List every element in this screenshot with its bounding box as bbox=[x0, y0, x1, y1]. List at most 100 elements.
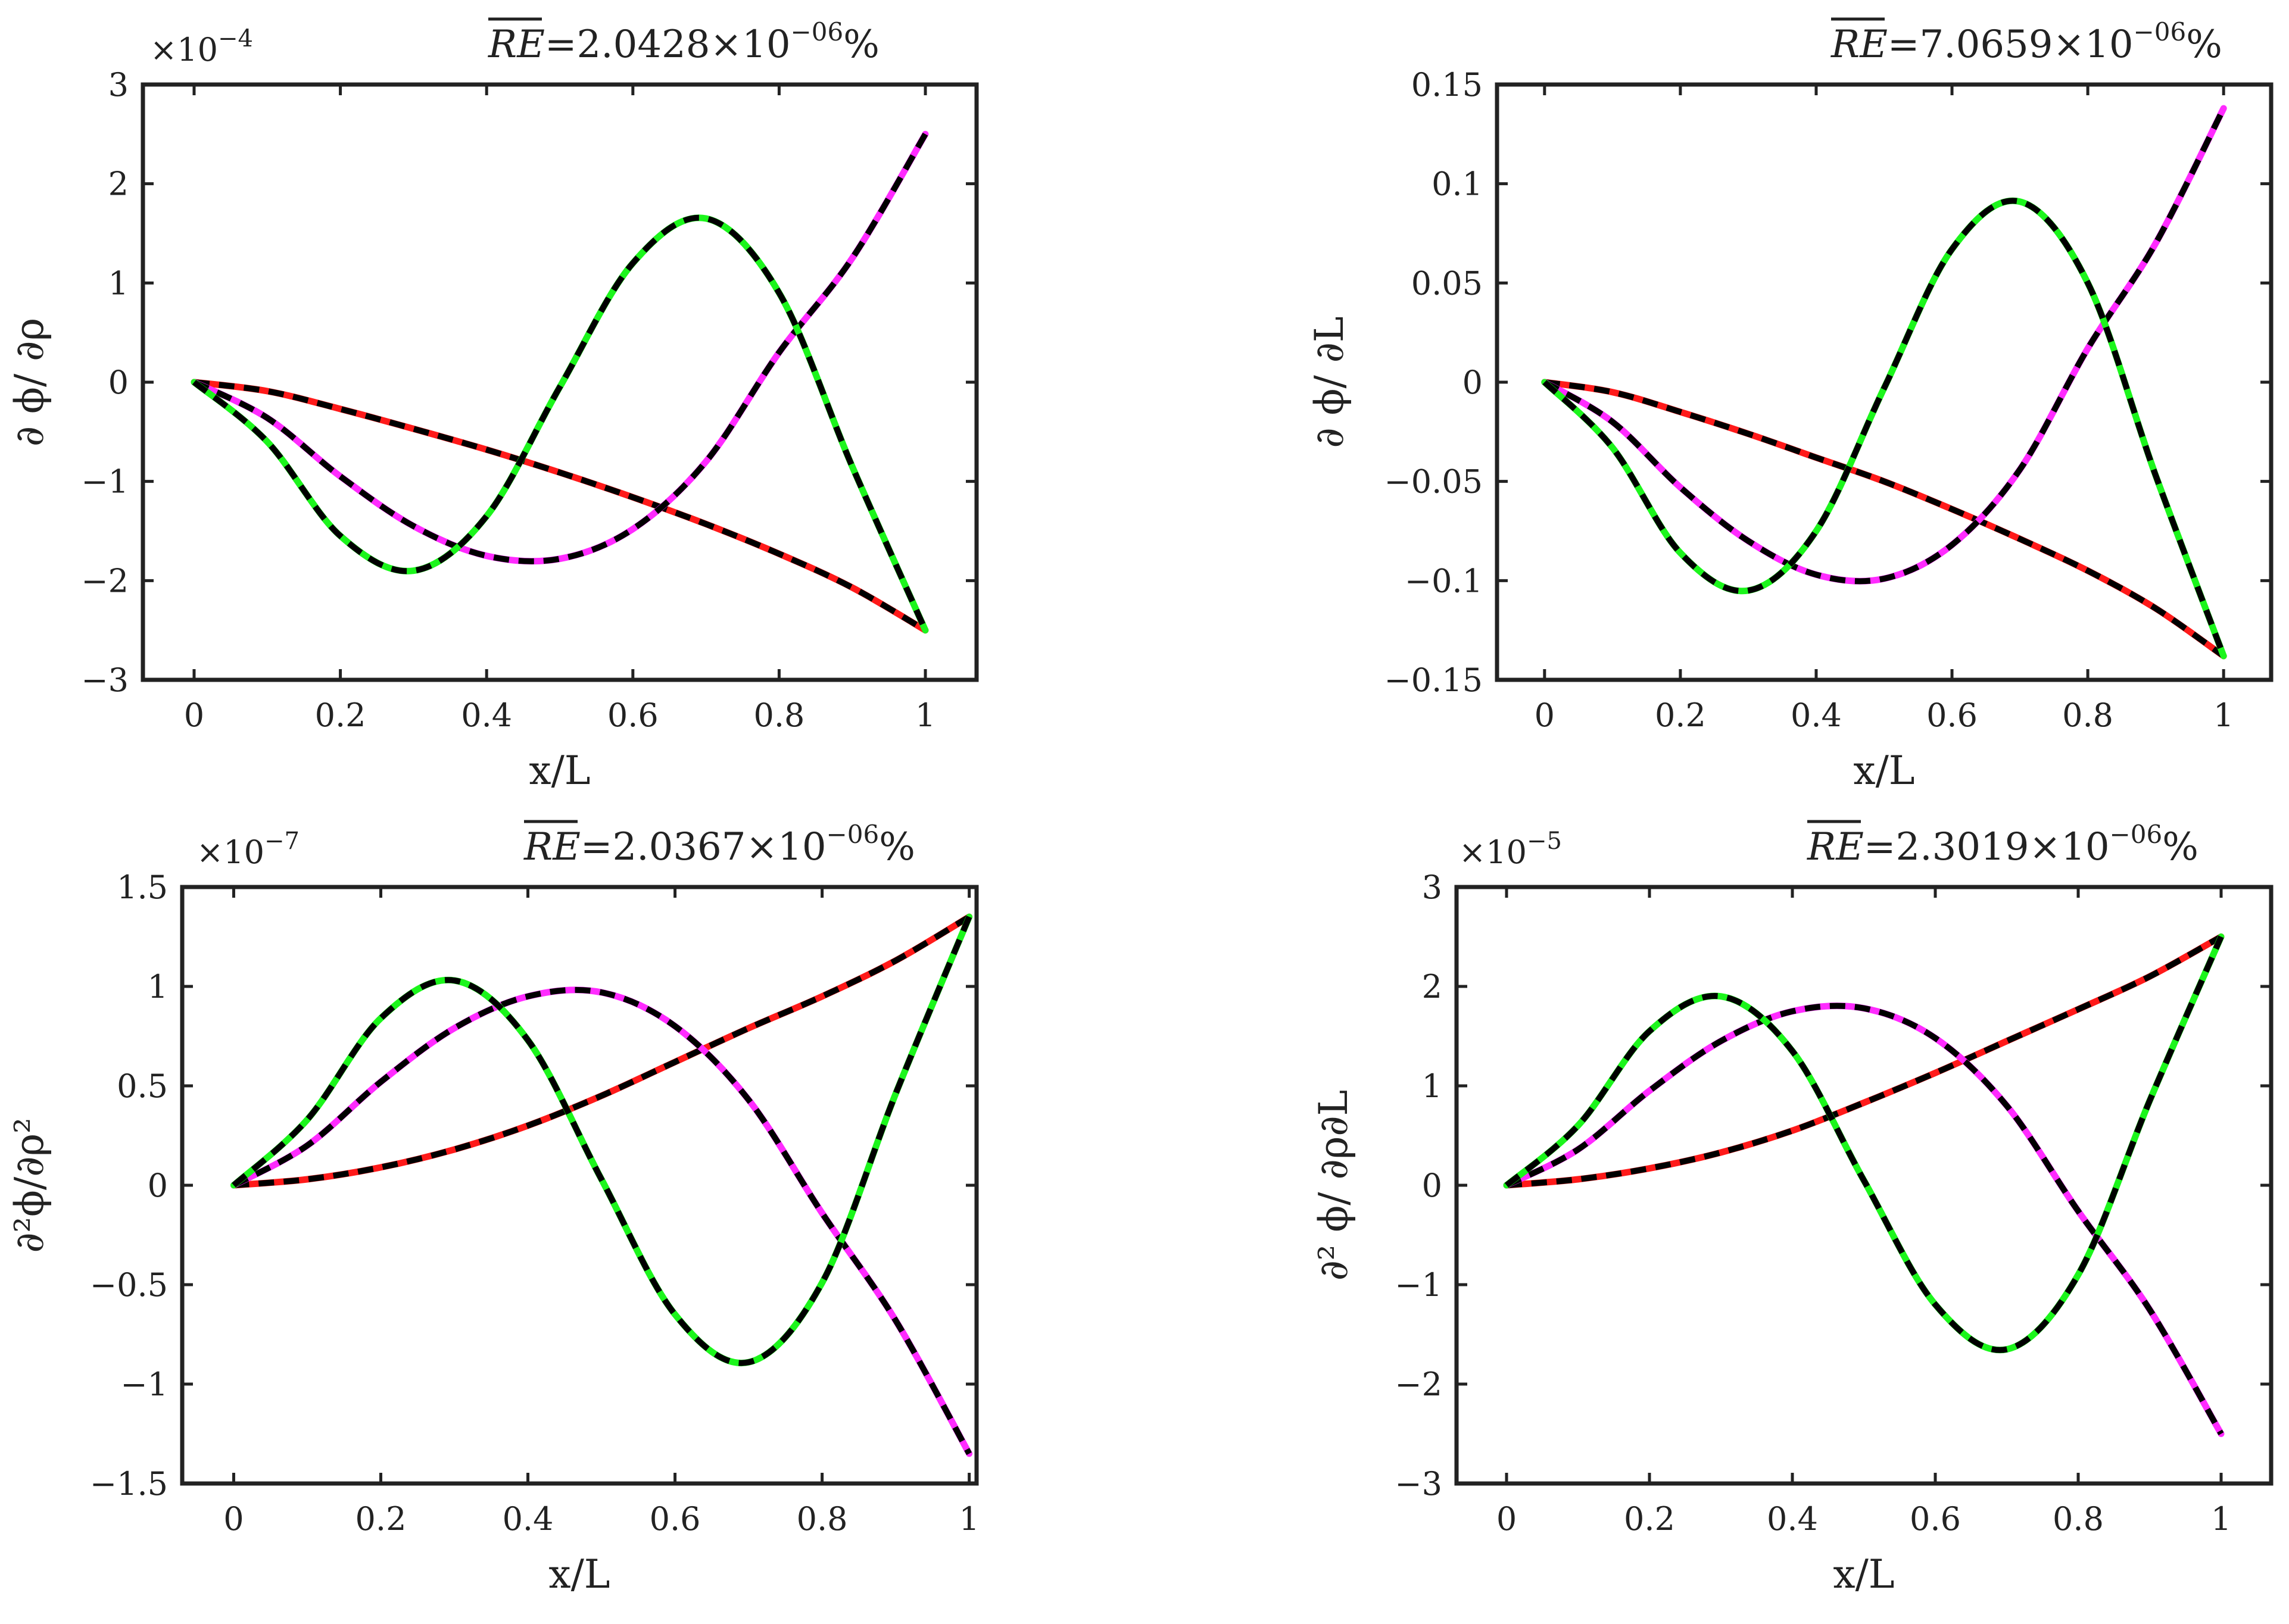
x-tick-label: 0.6 bbox=[650, 1500, 701, 1538]
series-dashed-overlay bbox=[1544, 379, 2226, 659]
x-tick-label: 0.4 bbox=[461, 697, 512, 734]
y-tick-label: 2 bbox=[108, 165, 129, 203]
y-tick-label: 1 bbox=[108, 264, 129, 302]
y-tick-label: −0.5 bbox=[90, 1266, 168, 1304]
x-axis-label: x/L bbox=[1853, 748, 1914, 794]
x-tick-label: 0.6 bbox=[607, 697, 659, 734]
axis-exponent-power: −5 bbox=[1527, 827, 1562, 855]
x-tick-label: 0.2 bbox=[1655, 697, 1706, 734]
y-tick-label: −2 bbox=[81, 562, 129, 599]
panel-title: RE=2.0428×10−06% bbox=[488, 17, 880, 67]
y-tick-label: −3 bbox=[1395, 1465, 1442, 1503]
panel-title: RE=2.3019×10−06% bbox=[1807, 820, 2198, 869]
y-tick-label: 2 bbox=[1422, 968, 1442, 1005]
title-symbol: RE bbox=[1830, 23, 1888, 67]
y-tick-label: −0.1 bbox=[1405, 562, 1483, 599]
y-tick-label: 3 bbox=[108, 66, 129, 104]
title-unit: % bbox=[843, 23, 880, 67]
y-tick-label: −3 bbox=[81, 661, 129, 699]
axis-exponent-base: ×10 bbox=[1459, 833, 1527, 871]
series-line-green_series bbox=[230, 913, 973, 1367]
y-tick-label: 0.05 bbox=[1411, 264, 1483, 302]
title-exponent: −06 bbox=[827, 820, 880, 849]
series-dashed-overlay bbox=[1505, 1002, 2224, 1435]
title-unit: % bbox=[2162, 825, 2198, 869]
title-value: =2.3019×10 bbox=[1864, 825, 2110, 869]
y-tick-label: 1 bbox=[1422, 1067, 1442, 1105]
y-axis-label: ∂ ϕ/ ∂ρ bbox=[7, 318, 52, 446]
x-tick-label: 0 bbox=[223, 1500, 244, 1538]
x-tick-label: 1 bbox=[959, 1500, 979, 1538]
x-tick-label: 0.2 bbox=[355, 1500, 407, 1538]
title-value: =7.0659×10 bbox=[1888, 23, 2134, 67]
y-tick-label: 1.5 bbox=[117, 869, 168, 906]
x-tick-label: 1 bbox=[2213, 697, 2234, 734]
series-line-red_series bbox=[1503, 933, 2225, 1189]
x-axis-label: x/L bbox=[529, 748, 590, 794]
y-tick-label: 0 bbox=[108, 364, 129, 401]
axis-exponent-label: ×10−4 bbox=[150, 25, 253, 68]
x-tick-label: 0.6 bbox=[1910, 1500, 1961, 1538]
title-symbol: RE bbox=[523, 825, 581, 869]
y-tick-label: −1 bbox=[120, 1366, 168, 1403]
x-tick-label: 0.2 bbox=[315, 697, 366, 734]
x-tick-label: 1 bbox=[915, 697, 935, 734]
series-dashed-overlay bbox=[232, 916, 972, 1366]
title-exponent: −06 bbox=[2110, 820, 2163, 849]
y-tick-label: −1.5 bbox=[90, 1465, 168, 1503]
x-tick-label: 0.8 bbox=[2062, 697, 2113, 734]
title-unit: % bbox=[879, 825, 915, 869]
x-tick-label: 1 bbox=[2211, 1500, 2231, 1538]
series-line-magenta_series bbox=[191, 130, 929, 565]
x-axis-label: x/L bbox=[1833, 1551, 1894, 1597]
series-dashed-overlay bbox=[192, 132, 928, 564]
series-line-red_series bbox=[191, 379, 929, 634]
y-tick-label: −0.15 bbox=[1384, 661, 1483, 699]
x-tick-label: 0 bbox=[184, 697, 204, 734]
x-tick-label: 0.8 bbox=[753, 697, 804, 734]
title-unit: % bbox=[2186, 23, 2222, 67]
x-tick-label: 0.4 bbox=[1767, 1500, 1818, 1538]
x-tick-label: 0.8 bbox=[797, 1500, 848, 1538]
y-tick-label: 1 bbox=[148, 968, 168, 1005]
panel-4: 0 0.2 0.4 0.6 0.8 1 −3 −2 −1 0 1 2 3 x/L ∂² ϕ/ ∂ρ∂L ×10… bbox=[1311, 820, 2274, 1597]
x-tick-label: 0.8 bbox=[2053, 1500, 2104, 1538]
series-dashed-overlay bbox=[233, 914, 971, 1188]
series-dashed-overlay bbox=[192, 214, 928, 632]
axis-exponent-label: ×10−7 bbox=[197, 827, 300, 871]
x-tick-label: 0.2 bbox=[1624, 1500, 1675, 1538]
y-tick-label: −1 bbox=[81, 463, 129, 501]
y-tick-label: 0 bbox=[1462, 364, 1483, 401]
series-line-magenta_series bbox=[1541, 105, 2227, 585]
series-line-green_series bbox=[1503, 933, 2225, 1354]
y-tick-label: 0.1 bbox=[1432, 165, 1483, 203]
title-exponent: −06 bbox=[2134, 17, 2187, 46]
series-dashed-overlay bbox=[1504, 935, 2224, 1353]
title-symbol: RE bbox=[1807, 825, 1864, 869]
title-symbol: RE bbox=[488, 23, 545, 67]
panel-title: RE=2.0367×10−06% bbox=[523, 820, 915, 869]
y-axis-label: ∂ ϕ/ ∂L bbox=[1306, 316, 1352, 448]
series-line-magenta_series bbox=[1503, 1002, 2225, 1437]
title-value: =2.0367×10 bbox=[581, 825, 827, 869]
x-tick-label: 0 bbox=[1496, 1500, 1517, 1538]
y-axis-label: ∂²ϕ/∂ρ² bbox=[7, 1117, 52, 1253]
x-tick-label: 0.4 bbox=[503, 1500, 554, 1538]
series-dashed-overlay bbox=[232, 986, 972, 1456]
x-axis-label: x/L bbox=[548, 1551, 610, 1597]
y-tick-label: −2 bbox=[1395, 1366, 1442, 1403]
axis-exponent-power: −7 bbox=[264, 827, 300, 855]
x-tick-label: 0.6 bbox=[1926, 697, 1978, 734]
panel-3: 0 0.2 0.4 0.6 0.8 1 −1.5 −1 −0.5 0 0.5 1 1.5 x/L ∂²ϕ/∂… bbox=[7, 820, 980, 1597]
panel-2: 0 0.2 0.4 0.6 0.8 1 −0.15 −0.1 −0.05 0 0.05 0.1 0.15… bbox=[1306, 17, 2274, 794]
axis-exponent-label: ×10−5 bbox=[1459, 827, 1562, 871]
panel-1: 0 0.2 0.4 0.6 0.8 1 −3 −2 −1 0 1 2 3 x/L ∂ ϕ/ ∂ρ ×10−4 R… bbox=[7, 17, 979, 794]
x-tick-label: 0 bbox=[1535, 697, 1555, 734]
panel-title: RE=7.0659×10−06% bbox=[1830, 17, 2222, 67]
series-line-red_series bbox=[1541, 379, 2227, 660]
y-axis-label: ∂² ϕ/ ∂ρ∂L bbox=[1311, 1090, 1356, 1281]
y-tick-label: 3 bbox=[1422, 869, 1442, 906]
y-tick-label: −0.05 bbox=[1384, 463, 1483, 501]
title-value: =2.0428×10 bbox=[545, 23, 791, 67]
